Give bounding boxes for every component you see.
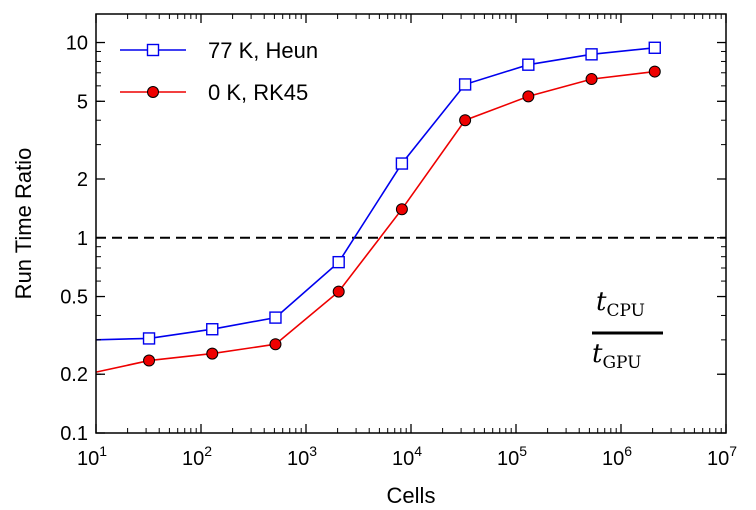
annotation-numerator: tCPU (596, 287, 645, 321)
data-point-square (206, 323, 219, 336)
x-tick-label: 103 (287, 443, 317, 470)
data-point-circle (332, 285, 345, 298)
x-tick-base: 10 (602, 448, 624, 470)
data-point-square (332, 255, 345, 269)
series-line (95, 70, 655, 373)
axis-ticks (95, 14, 727, 434)
annotation-denominator-symbol: t (592, 339, 603, 369)
legend-marker-open-square (146, 43, 160, 57)
x-tick-exponent: 7 (729, 443, 737, 459)
x-tick-exponent: 1 (99, 443, 107, 459)
data-point-circle (648, 65, 661, 78)
data-point-square (269, 311, 282, 324)
data-point-circle (269, 338, 282, 351)
y-tick-label: 0.2 (60, 364, 88, 386)
legend-marker-filled-circle (147, 86, 159, 98)
x-tick-base: 10 (497, 448, 519, 470)
x-tick-base: 10 (182, 448, 204, 470)
annotation-numerator-subscript: CPU (606, 301, 644, 321)
data-point-square (522, 58, 535, 71)
data-point-circle (522, 90, 535, 103)
y-tick-label: 10 (66, 33, 88, 55)
y-tick-label: 2 (77, 169, 88, 191)
x-tick-base: 10 (287, 448, 309, 470)
x-tick-base: 10 (707, 448, 729, 470)
data-point-square (458, 78, 472, 91)
x-tick-label: 101 (77, 443, 107, 470)
data-point-circle (395, 203, 408, 216)
y-axis-label: Run Time Ratio (11, 148, 36, 300)
x-tick-label: 104 (392, 443, 422, 470)
x-tick-label: 105 (497, 443, 527, 470)
y-tick-label: 5 (77, 91, 88, 113)
x-tick-exponent: 5 (519, 443, 527, 459)
legend-label-0k-rk45: 0 K, RK45 (208, 80, 308, 105)
legend-label-77k-heun: 77 K, Heun (208, 38, 318, 63)
data-point-square (648, 41, 661, 54)
data-point-square (585, 48, 598, 61)
y-tick-label: 1 (77, 228, 88, 250)
x-tick-exponent: 2 (204, 443, 212, 459)
annotation-denominator: tGPU (592, 339, 642, 373)
x-tick-exponent: 3 (309, 443, 317, 459)
x-tick-base: 10 (392, 448, 414, 470)
x-tick-base: 10 (77, 448, 99, 470)
series-layer (95, 41, 661, 373)
cpu-gpu-ratio-annotation: tCPU tGPU (592, 287, 663, 373)
x-tick-label: 102 (182, 443, 212, 470)
data-point-circle (459, 114, 472, 127)
annotation-numerator-symbol: t (596, 287, 607, 317)
y-tick-label: 0.5 (60, 287, 88, 309)
x-tick-label: 106 (602, 443, 632, 470)
annotation-denominator-subscript: GPU (602, 353, 641, 373)
data-point-circle (585, 73, 598, 86)
data-point-circle (206, 347, 219, 360)
data-point-square (395, 157, 409, 170)
x-tick-label: 107 (707, 443, 737, 470)
y-tick-label: 0.1 (60, 423, 88, 445)
x-tick-exponent: 6 (624, 443, 632, 459)
series-0 (95, 41, 661, 345)
x-axis-label: Cells (387, 483, 436, 508)
series-line (95, 47, 655, 341)
series-1 (95, 65, 661, 373)
data-point-square (142, 332, 156, 345)
legend: 77 K, Heun 0 K, RK45 (120, 38, 318, 105)
data-point-circle (143, 354, 156, 367)
x-tick-exponent: 4 (414, 443, 422, 459)
